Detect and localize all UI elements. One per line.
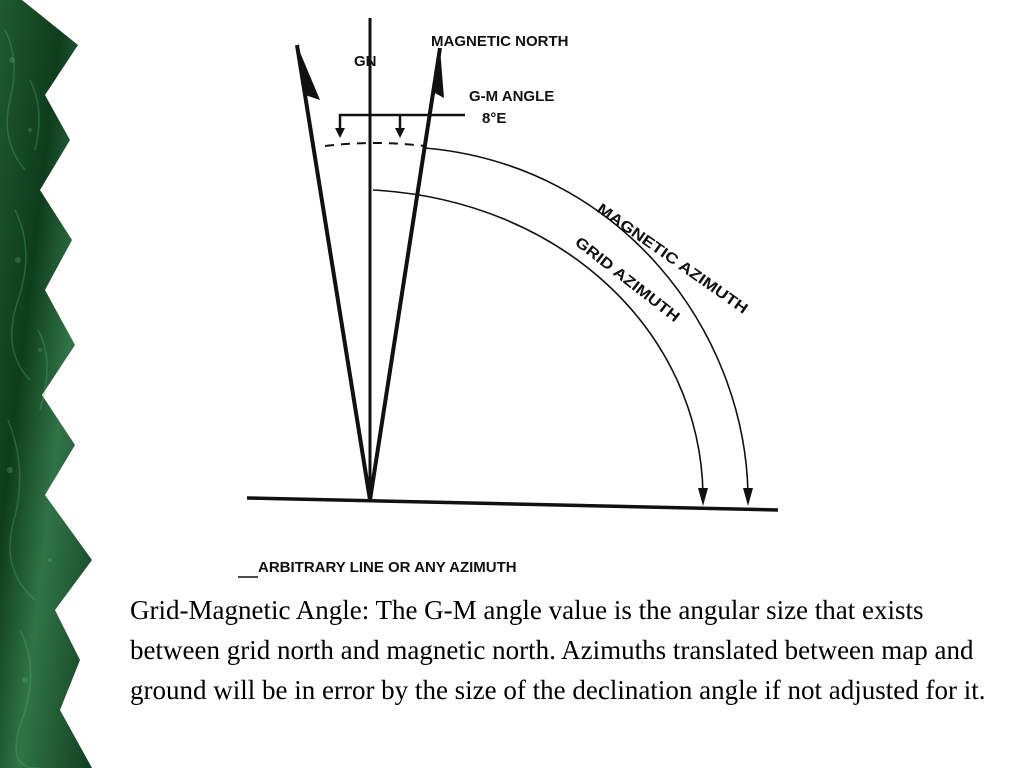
declination-dashed-arc	[324, 142, 426, 147]
arbitrary-baseline	[246, 496, 779, 512]
magnetic-north-label: MAGNETIC NORTH	[431, 33, 569, 50]
left-north-line	[295, 44, 372, 501]
gm-angle-value: 8°E	[482, 110, 506, 127]
zigzag-border-shape	[0, 0, 92, 768]
marble-veins	[4, 29, 48, 768]
magnetic-azimuth-label-1: MAGNETIC AZIMUTH	[594, 200, 751, 317]
gm-bracket-right-arrow	[395, 128, 405, 138]
left-half-arrowhead	[297, 45, 320, 100]
grid-azimuth-arrowhead	[698, 488, 708, 506]
green-marble-border	[0, 0, 92, 768]
baseline-label: ARBITRARY LINE OR ANY AZIMUTH	[258, 559, 517, 576]
magnetic-azimuth-arc	[424, 147, 749, 495]
magnetic-azimuth-arrowhead	[743, 488, 753, 506]
gn-label: GN	[354, 53, 377, 70]
magnetic-north-line	[368, 47, 442, 501]
magnetic-north-half-arrowhead	[433, 48, 444, 98]
gm-angle-bracket	[338, 113, 465, 130]
caption-text: Grid-Magnetic Angle: The G-M angle value…	[130, 595, 986, 705]
gm-angle-label: G-M ANGLE	[469, 88, 554, 105]
marble-speckles	[7, 57, 52, 683]
grid-azimuth-arc	[372, 189, 704, 495]
gm-bracket-left-arrow	[335, 128, 345, 138]
